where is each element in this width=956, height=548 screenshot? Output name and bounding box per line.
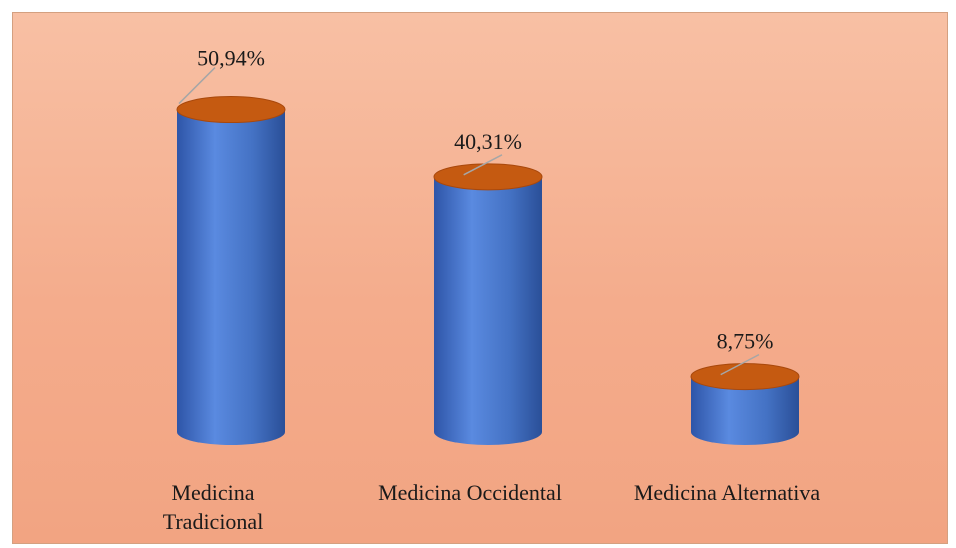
leader-line-2 [463, 154, 503, 176]
bar-1 [176, 96, 286, 445]
category-label-3: Medicina Alternativa [634, 480, 821, 505]
bar-top-2 [433, 163, 543, 191]
leader-line-3 [720, 353, 760, 376]
value-label-2: 40,31% [454, 129, 522, 154]
bar-body-3 [691, 376, 799, 445]
leader-line-1 [178, 67, 216, 105]
bar-2 [433, 163, 543, 445]
bar-top-1 [176, 96, 286, 124]
category-label-2: Medicina Occidental [378, 480, 562, 505]
bar-body-1 [177, 109, 285, 445]
value-label-1: 50,94% [197, 46, 265, 71]
bar-3 [690, 363, 800, 445]
bar-top-3 [690, 363, 800, 391]
bar-body-2 [434, 176, 542, 445]
category-label-1: Medicina Tradicional [163, 480, 264, 534]
value-label-3: 8,75% [717, 329, 774, 354]
